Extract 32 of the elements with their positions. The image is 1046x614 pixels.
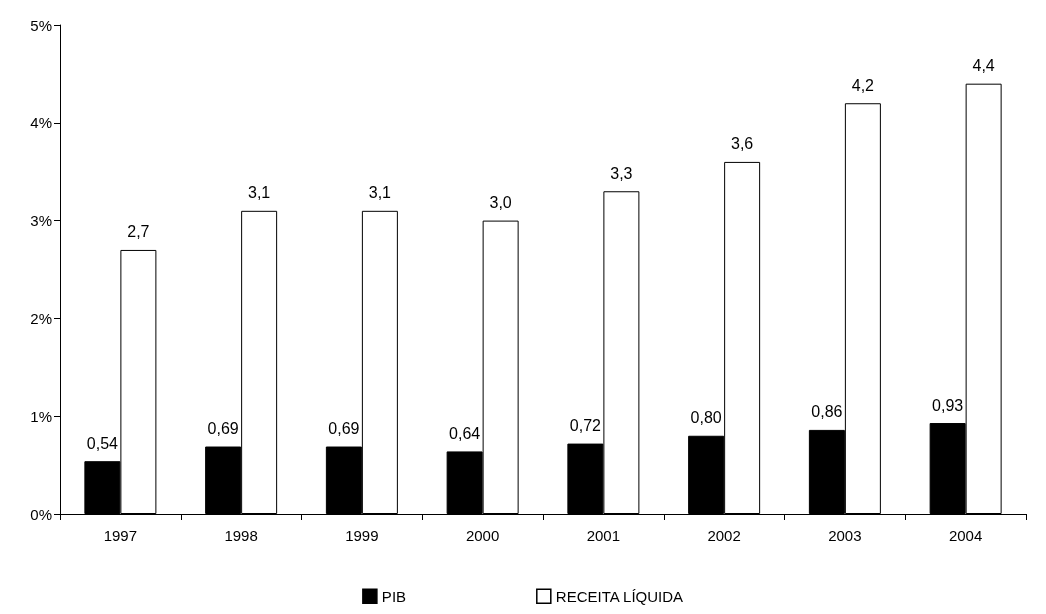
data-label: 4,2 bbox=[851, 76, 875, 94]
y-tick-label: 0% bbox=[30, 505, 52, 523]
x-tick-label: 2000 bbox=[465, 527, 500, 544]
x-tick-label: 2003 bbox=[828, 527, 862, 544]
data-label: 0,93 bbox=[932, 396, 964, 414]
x-tick-label: 1999 bbox=[345, 527, 379, 544]
legend-label: RECEITA LÍQUIDA bbox=[555, 587, 684, 605]
data-label: 0,72 bbox=[569, 417, 602, 435]
legend-label: PIB bbox=[381, 587, 407, 605]
x-tick-label: 2002 bbox=[707, 527, 741, 544]
data-label: 3,1 bbox=[368, 184, 392, 202]
data-label: 4,4 bbox=[972, 57, 995, 75]
data-label: 0,86 bbox=[811, 403, 843, 421]
y-tick-label: 4% bbox=[30, 114, 52, 132]
x-tick-label: 2001 bbox=[586, 527, 621, 544]
data-label: 0,69 bbox=[328, 420, 360, 438]
y-tick-label: 2% bbox=[30, 309, 52, 327]
y-tick-label: 5% bbox=[30, 16, 52, 34]
data-label: 3,3 bbox=[610, 164, 633, 182]
x-tick-label: 1997 bbox=[103, 527, 138, 544]
x-tick-label: 1998 bbox=[224, 527, 258, 544]
data-label: 0,69 bbox=[207, 420, 239, 438]
data-label: 3,0 bbox=[489, 194, 512, 212]
data-label: 0,54 bbox=[86, 434, 119, 452]
data-label: 2,7 bbox=[127, 223, 150, 241]
data-label: 0,64 bbox=[449, 424, 481, 442]
data-label: 0,80 bbox=[690, 409, 722, 427]
data-label: 3,1 bbox=[248, 184, 271, 202]
y-tick-label: 1% bbox=[30, 407, 52, 425]
data-label: 3,6 bbox=[731, 135, 754, 153]
x-tick-label: 2004 bbox=[948, 527, 983, 544]
y-tick-label: 3% bbox=[30, 212, 52, 230]
